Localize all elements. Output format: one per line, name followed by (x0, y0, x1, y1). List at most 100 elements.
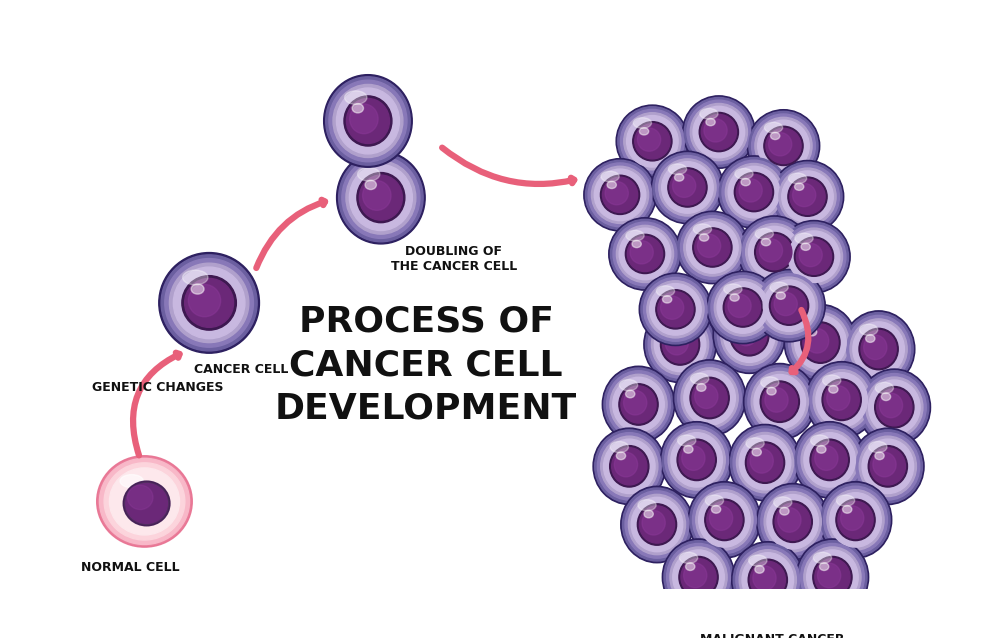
Ellipse shape (761, 239, 771, 246)
Ellipse shape (745, 442, 785, 484)
Ellipse shape (717, 302, 781, 369)
Ellipse shape (853, 430, 922, 503)
Ellipse shape (725, 290, 760, 325)
Ellipse shape (755, 565, 764, 574)
Ellipse shape (639, 506, 675, 543)
Ellipse shape (693, 228, 732, 267)
Ellipse shape (679, 556, 718, 598)
Ellipse shape (97, 456, 192, 547)
Ellipse shape (736, 321, 746, 329)
Ellipse shape (778, 508, 801, 532)
Ellipse shape (741, 179, 750, 186)
Ellipse shape (329, 80, 407, 162)
Ellipse shape (722, 160, 786, 224)
Ellipse shape (684, 445, 693, 453)
Ellipse shape (815, 446, 838, 470)
Ellipse shape (676, 211, 749, 284)
Ellipse shape (795, 183, 804, 190)
Ellipse shape (852, 428, 924, 505)
Ellipse shape (782, 225, 846, 288)
Ellipse shape (604, 368, 673, 441)
Ellipse shape (697, 383, 706, 391)
Ellipse shape (638, 500, 656, 511)
Ellipse shape (770, 282, 788, 293)
Ellipse shape (811, 435, 829, 446)
Ellipse shape (692, 380, 727, 417)
Ellipse shape (816, 373, 867, 427)
Ellipse shape (656, 286, 675, 297)
Ellipse shape (757, 274, 821, 338)
Ellipse shape (730, 310, 748, 322)
Ellipse shape (695, 230, 730, 265)
Ellipse shape (670, 547, 727, 607)
Ellipse shape (750, 449, 773, 473)
Ellipse shape (344, 96, 392, 146)
Ellipse shape (723, 288, 762, 327)
Ellipse shape (754, 375, 806, 429)
Ellipse shape (182, 276, 236, 330)
Ellipse shape (715, 299, 784, 372)
Ellipse shape (801, 318, 820, 329)
Ellipse shape (711, 276, 775, 339)
Ellipse shape (713, 297, 786, 373)
Ellipse shape (708, 273, 777, 342)
Ellipse shape (594, 169, 646, 221)
Ellipse shape (764, 491, 821, 552)
Ellipse shape (601, 171, 619, 182)
Ellipse shape (677, 439, 716, 480)
Ellipse shape (728, 167, 780, 218)
Ellipse shape (738, 216, 810, 288)
Ellipse shape (724, 308, 775, 362)
Ellipse shape (645, 308, 715, 381)
Ellipse shape (684, 371, 735, 425)
Ellipse shape (670, 170, 705, 205)
Ellipse shape (624, 390, 647, 415)
Ellipse shape (793, 183, 816, 207)
Ellipse shape (641, 275, 710, 344)
Ellipse shape (795, 315, 846, 370)
Ellipse shape (782, 171, 833, 223)
Ellipse shape (681, 368, 738, 428)
Ellipse shape (699, 234, 709, 241)
Ellipse shape (776, 292, 785, 299)
Ellipse shape (819, 482, 892, 558)
Ellipse shape (662, 161, 713, 213)
Ellipse shape (733, 429, 797, 496)
Ellipse shape (779, 168, 836, 225)
Ellipse shape (771, 288, 807, 323)
Ellipse shape (792, 313, 849, 373)
Ellipse shape (734, 321, 758, 346)
Ellipse shape (616, 225, 674, 283)
Ellipse shape (817, 445, 826, 453)
Ellipse shape (838, 501, 873, 538)
Ellipse shape (859, 329, 898, 370)
Ellipse shape (875, 452, 884, 459)
Ellipse shape (860, 371, 929, 443)
Ellipse shape (868, 445, 907, 487)
Ellipse shape (780, 507, 789, 515)
Ellipse shape (767, 387, 776, 395)
Ellipse shape (779, 222, 849, 292)
Ellipse shape (765, 388, 788, 412)
Ellipse shape (337, 151, 425, 244)
Ellipse shape (630, 241, 653, 264)
Ellipse shape (769, 286, 809, 325)
Ellipse shape (822, 379, 861, 420)
Ellipse shape (593, 428, 666, 505)
Ellipse shape (687, 222, 738, 273)
Ellipse shape (819, 563, 829, 570)
Ellipse shape (597, 433, 661, 500)
Ellipse shape (755, 228, 773, 239)
Ellipse shape (648, 311, 712, 378)
Ellipse shape (605, 182, 628, 205)
Ellipse shape (621, 386, 656, 423)
Ellipse shape (804, 433, 855, 487)
Ellipse shape (836, 499, 875, 540)
Ellipse shape (660, 296, 684, 320)
Ellipse shape (188, 285, 221, 316)
Ellipse shape (735, 168, 753, 179)
Ellipse shape (730, 315, 769, 356)
Ellipse shape (810, 439, 849, 480)
Ellipse shape (756, 484, 829, 560)
Ellipse shape (807, 328, 817, 336)
